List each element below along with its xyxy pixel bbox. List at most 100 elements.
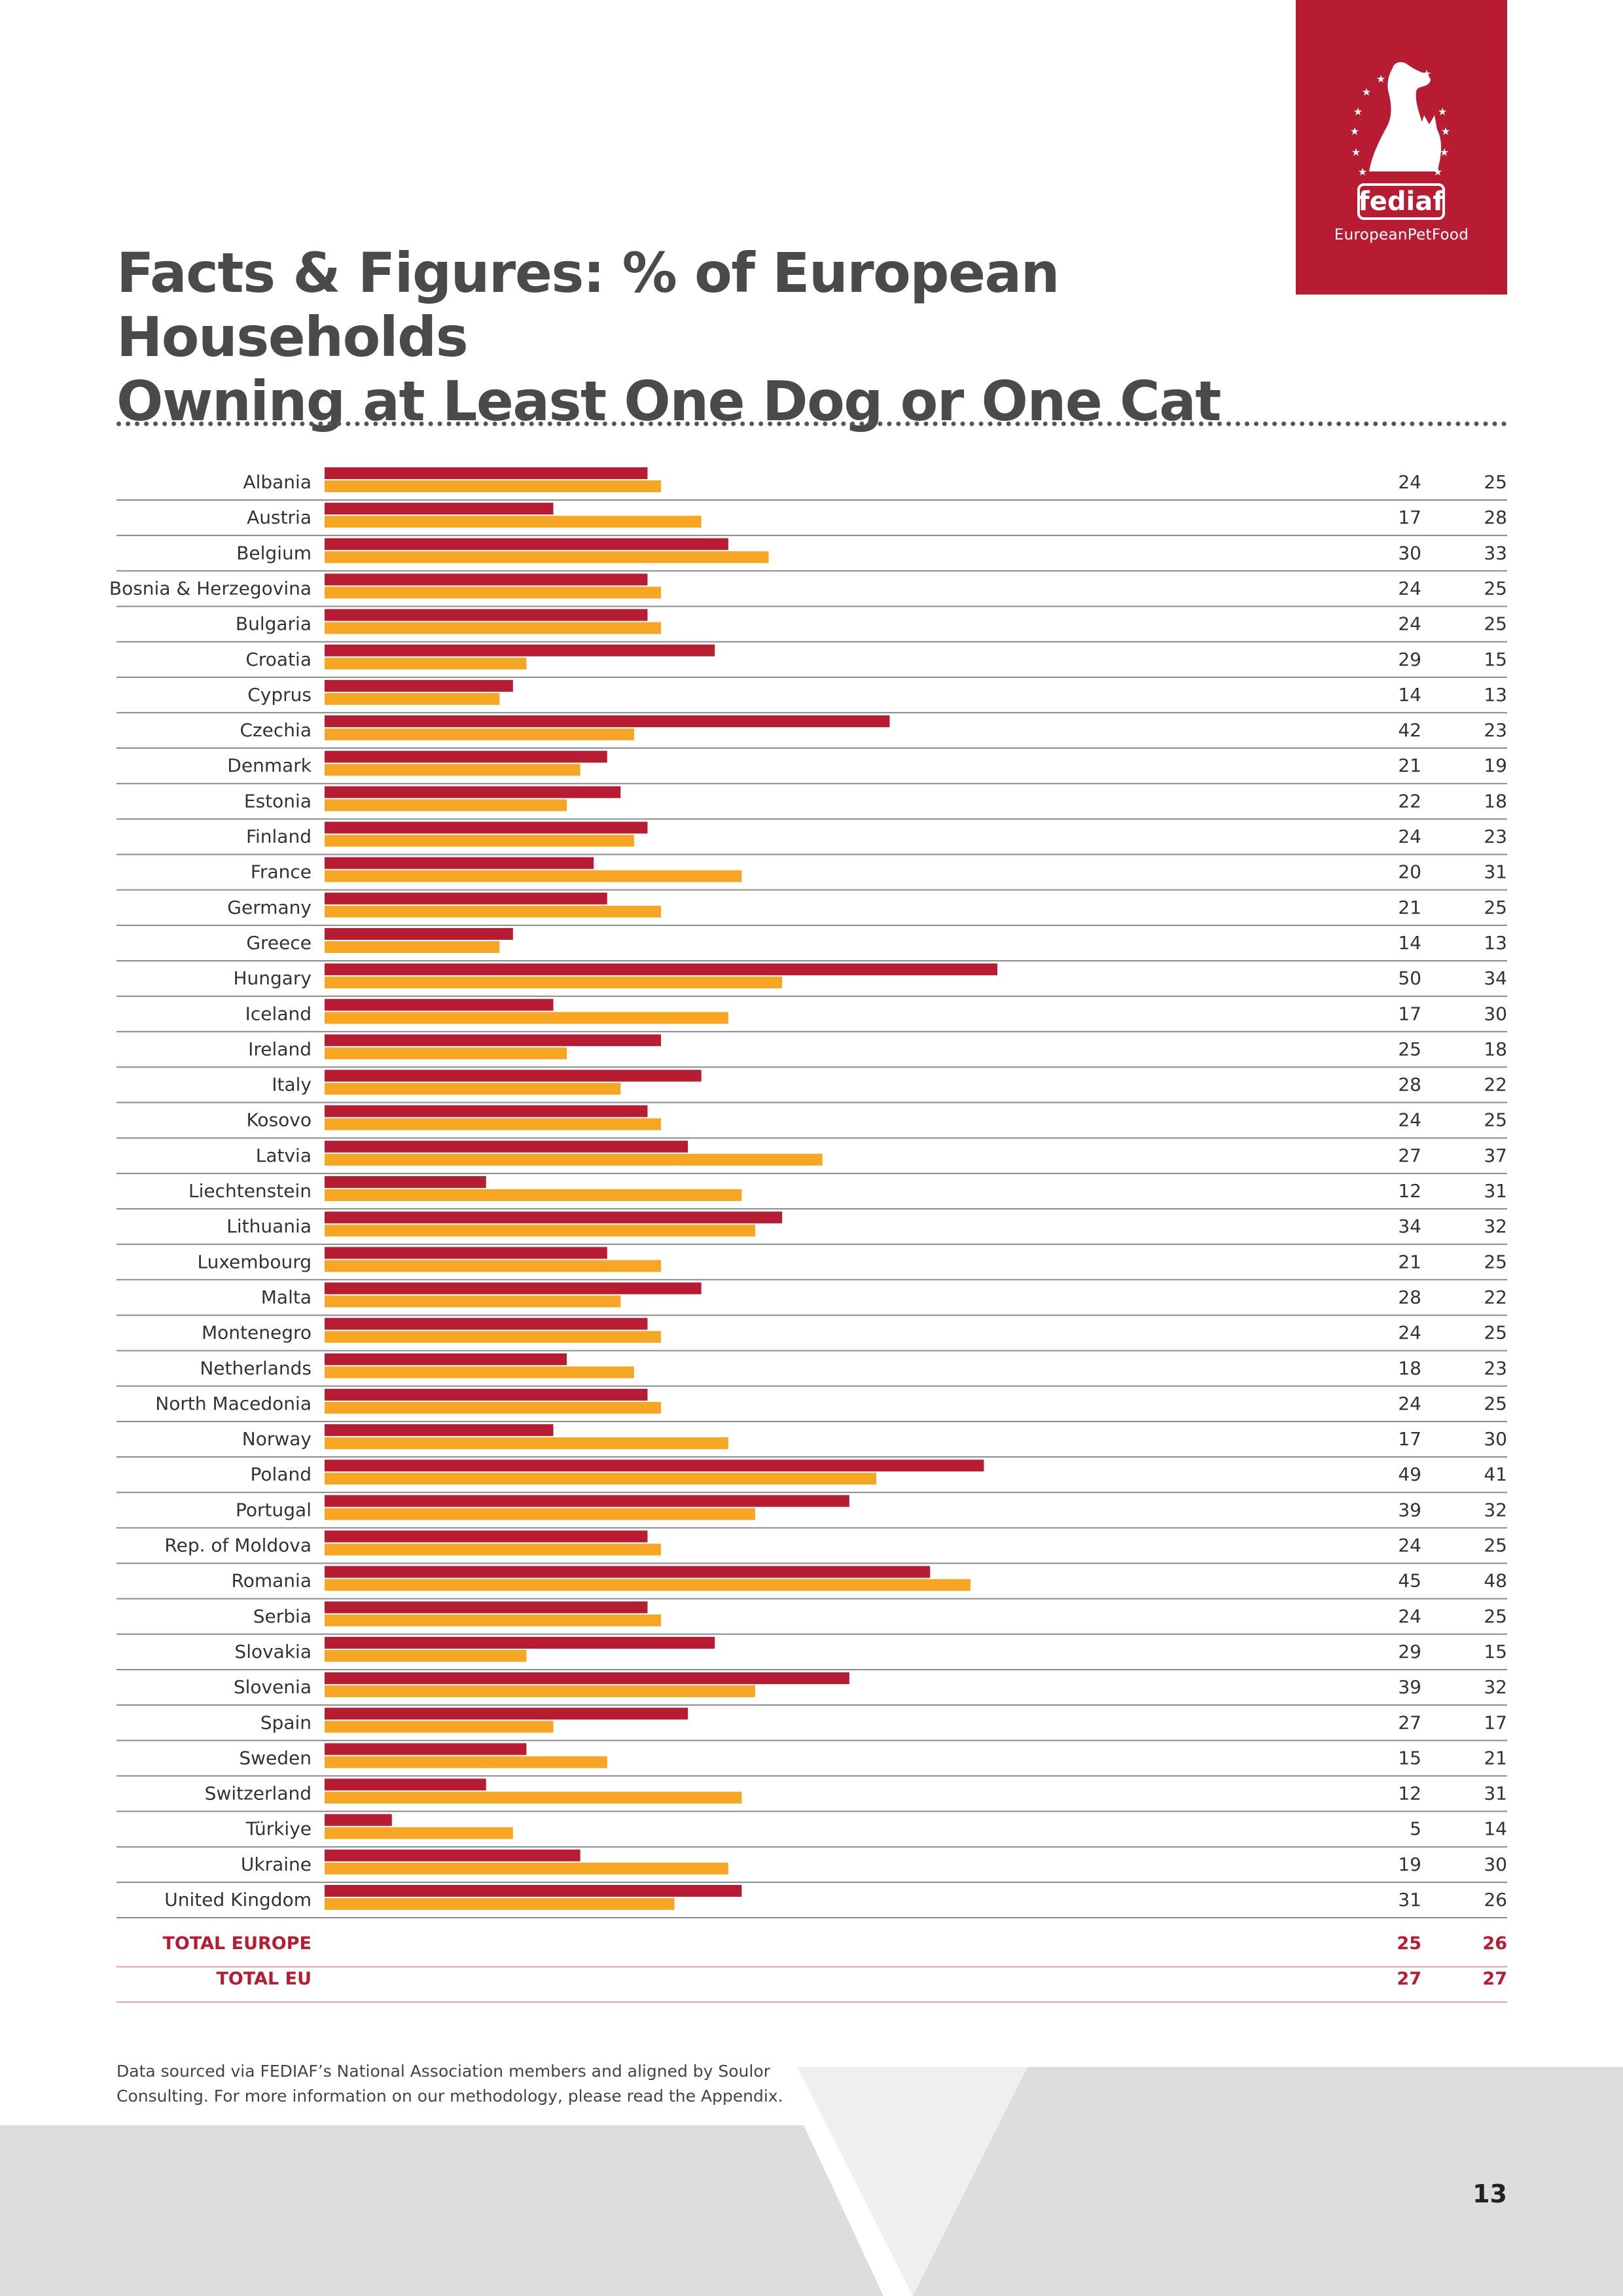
bar-series-2 <box>325 1153 823 1166</box>
value-label-series-1: 29 <box>1398 649 1421 670</box>
fediaf-logo: ★ ★ ★ ★ ★ ★ ★ ★ ★ ★ ★ fediaf EuropeanPet… <box>1296 0 1507 295</box>
total-value-series-2: 27 <box>1482 1969 1507 1989</box>
value-label-series-1: 27 <box>1398 1712 1421 1733</box>
bar-series-2 <box>325 905 661 918</box>
value-label-series-2: 33 <box>1484 542 1507 564</box>
value-label-series-1: 24 <box>1398 826 1421 848</box>
value-label-series-1: 17 <box>1398 1428 1421 1450</box>
bar-series-1 <box>325 644 715 656</box>
chart-row: Portugal 39 32 <box>116 1495 1507 1529</box>
country-label: Luxembourg <box>197 1251 312 1272</box>
value-label-series-1: 24 <box>1398 1393 1421 1414</box>
value-label-series-1: 50 <box>1398 967 1421 989</box>
value-label-series-2: 25 <box>1484 1605 1507 1627</box>
bar-series-1 <box>325 1743 527 1755</box>
bar-series-1 <box>325 1778 486 1791</box>
value-label-series-2: 13 <box>1484 932 1507 954</box>
bar-series-1 <box>325 467 648 479</box>
value-label-series-1: 20 <box>1398 861 1421 883</box>
value-label-series-1: 39 <box>1398 1499 1421 1520</box>
bar-series-2 <box>325 834 634 847</box>
footer-band-right <box>913 2067 1623 2296</box>
bar-series-1 <box>325 1318 648 1330</box>
page-number: 13 <box>1472 2179 1507 2208</box>
value-label-series-1: 45 <box>1398 1570 1421 1592</box>
country-label: United Kingdom <box>164 1889 312 1910</box>
dog-cat-emblem: ★ ★ ★ ★ ★ ★ ★ ★ ★ ★ ★ fediaf <box>1350 62 1450 220</box>
value-label-series-1: 24 <box>1398 1109 1421 1131</box>
bar-series-2 <box>325 657 527 670</box>
value-label-series-1: 19 <box>1398 1854 1421 1875</box>
value-label-series-1: 14 <box>1398 932 1421 954</box>
country-label: North Macedonia <box>155 1393 312 1414</box>
chart-row: Germany 21 25 <box>116 892 1507 926</box>
bar-series-2 <box>325 1118 661 1130</box>
bar-series-2 <box>325 1614 661 1626</box>
country-label: Estonia <box>244 790 312 812</box>
value-label-series-2: 30 <box>1484 1428 1507 1450</box>
total-row: TOTAL EUROPE 25 26 <box>116 1933 1507 1967</box>
bar-series-2 <box>325 1331 661 1343</box>
bar-series-1 <box>325 1211 783 1224</box>
value-label-series-2: 22 <box>1484 1074 1507 1096</box>
value-label-series-1: 24 <box>1398 613 1421 635</box>
country-label: Slovenia <box>234 1676 312 1698</box>
chart-row: Iceland 17 30 <box>116 999 1507 1033</box>
value-label-series-2: 25 <box>1484 1251 1507 1272</box>
bar-series-1 <box>325 1140 688 1153</box>
chart-row: Norway 17 30 <box>116 1424 1507 1458</box>
bar-series-1 <box>325 1424 554 1437</box>
chart-row: Serbia 24 25 <box>116 1601 1507 1635</box>
chart-row: Luxembourg 21 25 <box>116 1247 1507 1281</box>
chart-row: Ireland 25 18 <box>116 1034 1507 1068</box>
value-label-series-1: 24 <box>1398 1535 1421 1556</box>
value-label-series-2: 23 <box>1484 826 1507 848</box>
svg-text:★: ★ <box>1358 166 1367 178</box>
chart-row: Greece 14 13 <box>116 927 1507 961</box>
bar-series-1 <box>325 892 607 905</box>
country-label: Ukraine <box>241 1854 312 1875</box>
chart-row: Malta 28 22 <box>116 1282 1507 1316</box>
bar-series-2 <box>325 1543 661 1556</box>
value-label-series-1: 25 <box>1398 1038 1421 1060</box>
bar-series-2 <box>325 1791 742 1804</box>
bar-series-1 <box>325 1282 702 1295</box>
bar-series-2 <box>325 586 661 599</box>
svg-text:★: ★ <box>1350 125 1359 137</box>
value-label-series-2: 32 <box>1484 1215 1507 1237</box>
chart-row: Latvia 27 37 <box>116 1140 1507 1174</box>
value-label-series-2: 25 <box>1484 577 1507 599</box>
chart-row: Rep. of Moldova 24 25 <box>116 1530 1507 1564</box>
chart-row: Sweden 15 21 <box>116 1743 1507 1777</box>
value-label-series-2: 17 <box>1484 1712 1507 1733</box>
bar-series-2 <box>325 1898 675 1910</box>
bar-series-1 <box>325 786 621 798</box>
bar-series-1 <box>325 821 648 834</box>
country-label: Czechia <box>240 719 312 741</box>
svg-text:★: ★ <box>1441 125 1450 137</box>
value-label-series-2: 28 <box>1484 507 1507 528</box>
value-label-series-1: 42 <box>1398 719 1421 741</box>
svg-text:★: ★ <box>1362 86 1371 98</box>
bar-series-1 <box>325 1636 715 1649</box>
bar-series-1 <box>325 1034 661 1047</box>
bar-series-2 <box>325 941 500 953</box>
bar-series-2 <box>325 1508 755 1520</box>
value-label-series-2: 21 <box>1484 1747 1507 1768</box>
bar-series-1 <box>325 503 554 515</box>
country-label: Italy <box>272 1074 312 1096</box>
total-value-series-1: 25 <box>1397 1933 1421 1954</box>
chart-row: Slovakia 29 15 <box>116 1636 1507 1670</box>
value-label-series-1: 21 <box>1398 755 1421 776</box>
chart-row: Türkiye 5 14 <box>116 1814 1507 1848</box>
value-label-series-2: 30 <box>1484 1854 1507 1875</box>
value-label-series-1: 17 <box>1398 507 1421 528</box>
chart-row: France 20 31 <box>116 857 1507 891</box>
value-label-series-2: 25 <box>1484 1393 1507 1414</box>
value-label-series-2: 18 <box>1484 790 1507 812</box>
total-value-series-2: 26 <box>1482 1933 1507 1954</box>
svg-text:★: ★ <box>1351 146 1361 158</box>
bar-series-1 <box>325 1495 849 1507</box>
value-label-series-2: 13 <box>1484 684 1507 706</box>
